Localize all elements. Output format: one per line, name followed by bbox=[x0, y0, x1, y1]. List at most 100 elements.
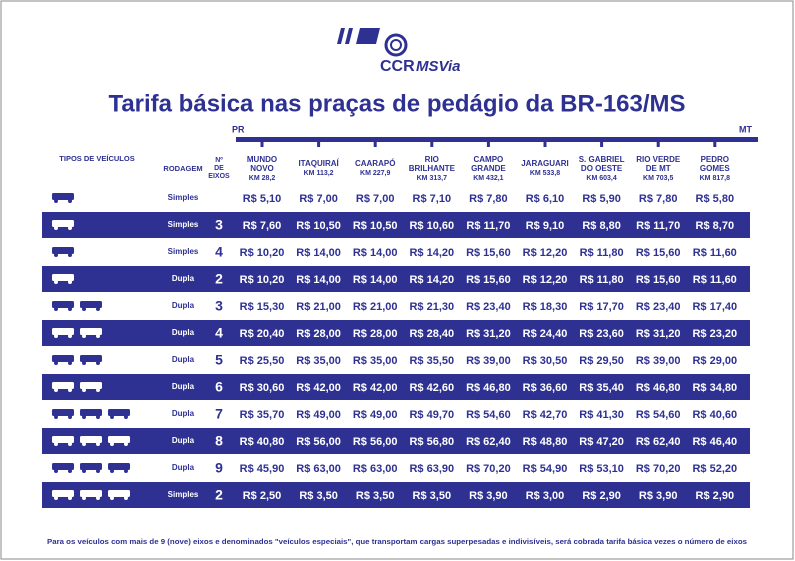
eixos: 4 bbox=[215, 244, 223, 260]
row-band bbox=[42, 320, 750, 346]
vehicle-wheel bbox=[96, 334, 100, 338]
row-band bbox=[42, 482, 750, 508]
plaza-name: RIO bbox=[425, 155, 439, 164]
price: R$ 29,50 bbox=[579, 355, 624, 367]
vehicle-wheel bbox=[124, 442, 128, 446]
route-tick bbox=[600, 140, 604, 147]
plaza-name: CAARAPÓ bbox=[355, 159, 395, 168]
vehicle-wheel bbox=[54, 253, 58, 257]
vehicle-icon bbox=[52, 193, 74, 200]
route-tick bbox=[430, 140, 434, 147]
vehicle-wheel bbox=[124, 496, 128, 500]
price: R$ 11,70 bbox=[466, 220, 510, 232]
plaza-km: KM 227,9 bbox=[360, 170, 390, 177]
vehicle-wheel bbox=[54, 226, 58, 230]
price: R$ 31,20 bbox=[466, 328, 511, 340]
route-tick bbox=[317, 140, 321, 147]
rodagem: Dupla bbox=[172, 463, 195, 472]
plaza-name: GRANDE bbox=[471, 164, 506, 173]
plaza-name: RIO VERDE bbox=[636, 155, 681, 164]
vehicle-wheel bbox=[82, 361, 86, 365]
vehicle-icon bbox=[52, 220, 74, 227]
header-vehicle: TIPOS DE VEÍCULOS bbox=[59, 154, 134, 163]
price: R$ 15,30 bbox=[240, 301, 285, 313]
price: R$ 14,00 bbox=[353, 247, 398, 259]
price: R$ 62,40 bbox=[636, 436, 681, 448]
price: R$ 7,00 bbox=[299, 193, 338, 205]
vehicle-wheel bbox=[96, 442, 100, 446]
price: R$ 23,60 bbox=[579, 328, 624, 340]
rodagem: Dupla bbox=[172, 301, 195, 310]
price: R$ 14,00 bbox=[296, 247, 341, 259]
price: R$ 8,80 bbox=[582, 220, 621, 232]
plaza-km: KM 817,8 bbox=[700, 175, 730, 182]
eixos: 9 bbox=[215, 460, 223, 476]
row-band bbox=[42, 212, 750, 238]
price: R$ 7,00 bbox=[356, 193, 395, 205]
price: R$ 63,00 bbox=[353, 463, 398, 475]
header-eixos: EIXOS bbox=[208, 173, 230, 180]
route-tick bbox=[260, 140, 264, 147]
price: R$ 17,40 bbox=[692, 301, 737, 313]
vehicle-wheel bbox=[96, 469, 100, 473]
price: R$ 47,20 bbox=[579, 436, 624, 448]
vehicle-wheel bbox=[96, 307, 100, 311]
price: R$ 11,60 bbox=[693, 247, 737, 259]
price: R$ 12,20 bbox=[523, 274, 568, 286]
price: R$ 3,50 bbox=[356, 490, 395, 502]
vehicle-wheel bbox=[82, 307, 86, 311]
plaza-name: GOMES bbox=[700, 164, 730, 173]
vehicle-wheel bbox=[96, 361, 100, 365]
rodagem: Simples bbox=[168, 490, 199, 499]
eixos: 5 bbox=[215, 352, 223, 368]
price: R$ 11,70 bbox=[636, 220, 680, 232]
price: R$ 63,00 bbox=[296, 463, 341, 475]
vehicle-wheel bbox=[54, 469, 58, 473]
plaza-km: KM 28,2 bbox=[249, 175, 276, 182]
route-end: MT bbox=[739, 124, 752, 134]
plaza-name: ITAQUIRAÍ bbox=[298, 159, 339, 168]
vehicle-wheel bbox=[110, 496, 114, 500]
price: R$ 2,50 bbox=[243, 490, 282, 502]
plaza-name: NOVO bbox=[250, 164, 274, 173]
price: R$ 54,60 bbox=[636, 409, 681, 421]
price: R$ 11,80 bbox=[580, 247, 624, 259]
price: R$ 15,60 bbox=[466, 274, 511, 286]
vehicle-icon bbox=[108, 463, 130, 470]
price: R$ 54,60 bbox=[466, 409, 511, 421]
price: R$ 5,80 bbox=[696, 193, 735, 205]
price: R$ 3,00 bbox=[526, 490, 565, 502]
price: R$ 42,00 bbox=[296, 382, 341, 394]
vehicle-icon bbox=[80, 463, 102, 470]
price: R$ 3,50 bbox=[299, 490, 338, 502]
header-rodagem: RODAGEM bbox=[163, 164, 202, 173]
price: R$ 35,40 bbox=[579, 382, 624, 394]
price: R$ 23,20 bbox=[692, 328, 737, 340]
vehicle-wheel bbox=[54, 442, 58, 446]
vehicle-wheel bbox=[124, 469, 128, 473]
vehicle-icon bbox=[108, 490, 130, 497]
plaza-name: CAMPO bbox=[474, 155, 504, 164]
price: R$ 18,30 bbox=[523, 301, 568, 313]
price: R$ 10,20 bbox=[240, 247, 285, 259]
vehicle-wheel bbox=[68, 469, 72, 473]
vehicle-wheel bbox=[68, 388, 72, 392]
price: R$ 42,00 bbox=[353, 382, 398, 394]
vehicle-icon bbox=[80, 355, 102, 362]
vehicle-icon bbox=[52, 463, 74, 470]
price: R$ 62,40 bbox=[466, 436, 511, 448]
vehicle-icon bbox=[108, 436, 130, 443]
eixos: 3 bbox=[215, 217, 223, 233]
vehicle-wheel bbox=[110, 442, 114, 446]
vehicle-wheel bbox=[54, 199, 58, 203]
eixos: 2 bbox=[215, 487, 223, 503]
price: R$ 10,50 bbox=[296, 220, 341, 232]
plaza-km: KM 432,1 bbox=[473, 175, 503, 182]
vehicle-icon bbox=[52, 247, 74, 254]
price: R$ 3,90 bbox=[469, 490, 508, 502]
vehicle-icon bbox=[52, 355, 74, 362]
row-band bbox=[42, 266, 750, 292]
eixos: 8 bbox=[215, 433, 223, 449]
vehicle-wheel bbox=[96, 415, 100, 419]
